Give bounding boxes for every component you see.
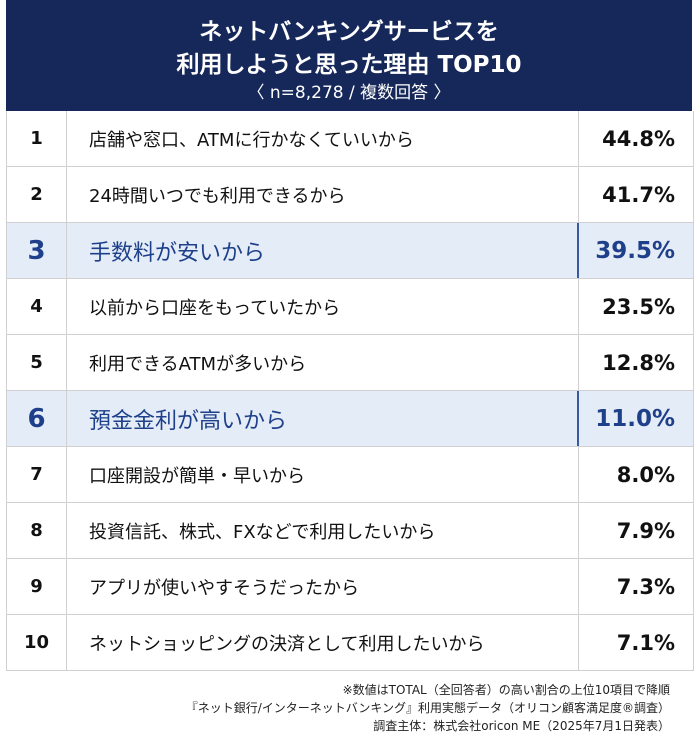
reason-cell: 手数料が安いから bbox=[67, 223, 579, 278]
reason-cell: 店舗や窓口、ATMに行かなくていいから bbox=[67, 111, 579, 166]
table-row: 4 以前から口座をもっていたから 23.5% bbox=[7, 279, 693, 335]
table-row: 9 アプリが使いやすそうだったから 7.3% bbox=[7, 559, 693, 615]
reason-cell: ネットショッピングの決済として利用したいから bbox=[67, 615, 579, 670]
rank-cell: 10 bbox=[7, 615, 67, 670]
footnote-3: 調査主体：株式会社oricon ME（2025年7月1日発表） bbox=[373, 719, 670, 733]
reason-cell: 口座開設が簡単・早いから bbox=[67, 447, 579, 502]
rank-cell: 8 bbox=[7, 503, 67, 558]
table-row: 3 手数料が安いから 39.5% bbox=[7, 223, 693, 279]
ranking-table: 1 店舗や窓口、ATMに行かなくていいから 44.8% 2 24時間いつでも利用できるか… bbox=[6, 111, 694, 671]
table-row: 5 利用できるATMが多いから 12.8% bbox=[7, 335, 693, 391]
reason-cell: アプリが使いやすそうだったから bbox=[67, 559, 579, 614]
percent-cell: 44.8% bbox=[602, 126, 675, 151]
percent-cell: 39.5% bbox=[595, 237, 675, 264]
table-row: 10 ネットショッピングの決済として利用したいから 7.1% bbox=[7, 615, 693, 671]
percent-cell: 11.0% bbox=[595, 405, 675, 432]
table-row: 8 投資信託、株式、FXなどで利用したいから 7.9% bbox=[7, 503, 693, 559]
percent-cell: 8.0% bbox=[616, 462, 675, 487]
footnotes: ※数値はTOTAL（全回答者）の高い割合の上位10項目で降順 『ネット銀行/イン… bbox=[186, 681, 670, 735]
reason-cell: 以前から口座をもっていたから bbox=[67, 279, 579, 334]
percent-cell: 23.5% bbox=[602, 294, 675, 319]
footnote-1: ※数値はTOTAL（全回答者）の高い割合の上位10項目で降順 bbox=[342, 683, 670, 697]
table-row: 7 口座開設が簡単・早いから 8.0% bbox=[7, 447, 693, 503]
rank-cell: 3 bbox=[7, 223, 67, 278]
rank-cell: 6 bbox=[7, 391, 67, 446]
reason-cell: 預金金利が高いから bbox=[67, 391, 579, 446]
reason-cell: 利用できるATMが多いから bbox=[67, 335, 579, 390]
percent-cell: 7.1% bbox=[616, 630, 675, 655]
percent-cell: 7.3% bbox=[616, 574, 675, 599]
rank-cell: 1 bbox=[7, 111, 67, 166]
rank-cell: 5 bbox=[7, 335, 67, 390]
rank-cell: 9 bbox=[7, 559, 67, 614]
reason-cell: 投資信託、株式、FXなどで利用したいから bbox=[67, 503, 579, 558]
percent-cell: 12.8% bbox=[602, 350, 675, 375]
footnote-2: 『ネット銀行/インターネットバンキング』利用実態データ（オリコン顧客満足度®調査… bbox=[185, 701, 670, 715]
chart-header: ネットバンキングサービスを 利用しようと思った理由 TOP10 〈 n=8,27… bbox=[6, 0, 692, 111]
table-row: 2 24時間いつでも利用できるから 41.7% bbox=[7, 167, 693, 223]
title-line-1: ネットバンキングサービスを bbox=[199, 19, 499, 45]
percent-cell: 7.9% bbox=[616, 518, 675, 543]
rank-cell: 2 bbox=[7, 167, 67, 222]
percent-cell: 41.7% bbox=[602, 182, 675, 207]
rank-cell: 7 bbox=[7, 447, 67, 502]
rank-cell: 4 bbox=[7, 279, 67, 334]
title-line-2: 利用しようと思った理由 TOP10 bbox=[176, 52, 522, 78]
subtitle: 〈 n=8,278 / 複数回答 〉 bbox=[247, 83, 451, 103]
reason-cell: 24時間いつでも利用できるから bbox=[67, 167, 579, 222]
table-row: 6 預金金利が高いから 11.0% bbox=[7, 391, 693, 447]
table-row: 1 店舗や窓口、ATMに行かなくていいから 44.8% bbox=[7, 111, 693, 167]
